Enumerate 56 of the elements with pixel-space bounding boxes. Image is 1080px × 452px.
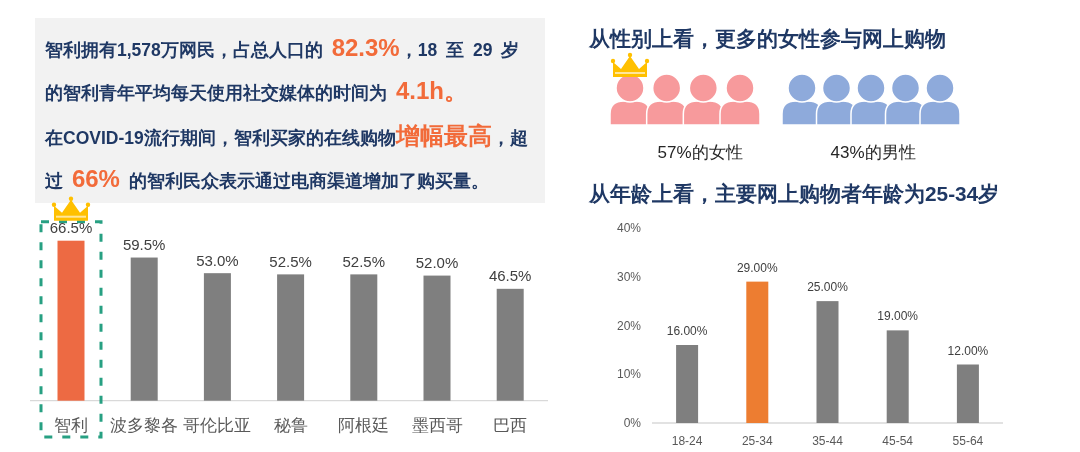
bar bbox=[423, 275, 451, 401]
x-tick-label: 智利 bbox=[54, 415, 88, 435]
text: 82.3% bbox=[331, 33, 400, 61]
x-tick-label: 秘鲁 bbox=[273, 415, 308, 435]
x-tick-label: 阿根廷 bbox=[338, 415, 390, 435]
y-tick-label: 20% bbox=[616, 318, 642, 333]
data-label: 53.0% bbox=[196, 251, 239, 269]
text: 的智利民众表示通过电商渠道增加了购买量。 bbox=[127, 170, 489, 191]
text: ，18 至 29 岁 bbox=[399, 39, 520, 60]
x-tick-label: 55-64 bbox=[952, 434, 984, 448]
x-tick-label: 墨西哥 bbox=[411, 415, 463, 435]
bar bbox=[203, 273, 231, 401]
bar bbox=[886, 330, 909, 423]
x-tick-label: 巴西 bbox=[493, 415, 528, 435]
data-label: 52.0% bbox=[415, 254, 459, 272]
bar bbox=[496, 288, 524, 401]
data-label: 59.5% bbox=[122, 236, 166, 254]
x-tick-label: 25-34 bbox=[741, 434, 773, 448]
text: 在COVID-19流行期间，智利买家的在线购物 bbox=[45, 127, 396, 148]
text: 增幅最高 bbox=[395, 121, 492, 149]
bar bbox=[350, 274, 378, 401]
y-tick-label: 40% bbox=[616, 221, 642, 235]
text: 过 bbox=[45, 170, 64, 191]
data-label: 46.5% bbox=[488, 267, 532, 285]
category-label: 57%的女性 bbox=[657, 142, 743, 162]
x-tick-label: 波多黎各 bbox=[110, 415, 179, 435]
data-label: 52.5% bbox=[342, 252, 386, 270]
bar bbox=[816, 301, 839, 423]
data-label: 19.00% bbox=[877, 309, 919, 324]
text: 66% bbox=[71, 164, 120, 192]
bar bbox=[57, 240, 85, 401]
text: 从性别上看，更多的女性参与网上购物 bbox=[588, 26, 946, 50]
y-tick-label: 10% bbox=[616, 367, 642, 382]
y-tick-label: 0% bbox=[623, 416, 642, 430]
bar bbox=[676, 345, 699, 423]
data-label: 16.00% bbox=[666, 324, 708, 338]
text: 的智利青年平均每天使用社交媒体的时间为 bbox=[45, 82, 388, 103]
x-tick-label: 18-24 bbox=[671, 434, 703, 448]
x-tick-label: 45-54 bbox=[882, 434, 914, 448]
text: ，超 bbox=[491, 127, 528, 148]
data-label: 12.00% bbox=[947, 343, 989, 358]
text: 智利拥有1,578万网民，占总人口的 bbox=[45, 39, 324, 60]
x-tick-label: 35-44 bbox=[812, 434, 844, 448]
chart-title: 从年龄上看，主要网上购物者年龄为25-34岁 bbox=[588, 181, 1000, 205]
data-label: 52.5% bbox=[269, 252, 312, 270]
data-label: 66.5% bbox=[49, 219, 93, 237]
bar bbox=[130, 257, 158, 401]
bar bbox=[746, 281, 769, 423]
category-label: 43%的男性 bbox=[830, 142, 916, 162]
x-tick-label: 哥伦比亚 bbox=[183, 415, 252, 435]
data-label: 29.00% bbox=[736, 260, 778, 275]
bar bbox=[956, 364, 979, 423]
text: 4.1h。 bbox=[395, 76, 468, 104]
y-tick-label: 30% bbox=[616, 269, 642, 284]
bar bbox=[277, 274, 305, 401]
data-label: 25.00% bbox=[807, 280, 849, 295]
